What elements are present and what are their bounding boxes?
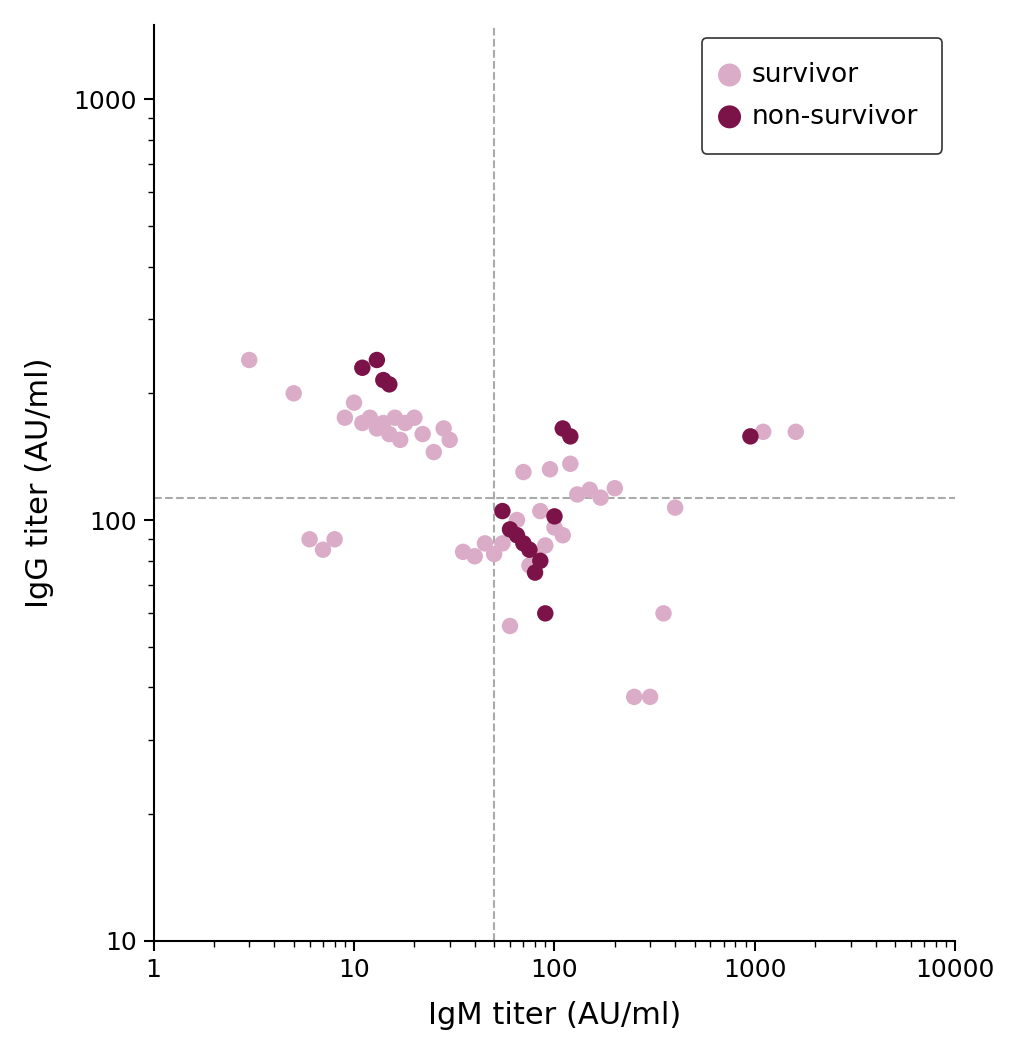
survivor [386, 409, 403, 426]
survivor [485, 545, 501, 562]
non-survivor [537, 605, 553, 621]
non-survivor [508, 526, 525, 543]
survivor [569, 486, 585, 503]
survivor [654, 605, 671, 621]
non-survivor [375, 371, 391, 388]
survivor [754, 423, 770, 440]
survivor [336, 409, 353, 426]
survivor [787, 423, 803, 440]
non-survivor [354, 360, 370, 377]
survivor [396, 415, 413, 431]
survivor [368, 420, 384, 437]
non-survivor [368, 351, 384, 368]
survivor [501, 617, 518, 634]
survivor [326, 531, 342, 548]
survivor [476, 535, 492, 552]
survivor [532, 502, 548, 519]
non-survivor [561, 428, 578, 445]
non-survivor [494, 502, 511, 519]
survivor [354, 415, 370, 431]
survivor [406, 409, 422, 426]
survivor [425, 444, 441, 461]
non-survivor [501, 521, 518, 538]
survivor [435, 420, 451, 437]
survivor [515, 463, 531, 480]
survivor [494, 535, 511, 552]
survivor [666, 499, 683, 516]
non-survivor [527, 564, 543, 581]
survivor [391, 431, 408, 448]
survivor [381, 425, 397, 442]
survivor [641, 689, 657, 706]
survivor [581, 481, 597, 498]
survivor [362, 409, 378, 426]
non-survivor [546, 507, 562, 524]
survivor [592, 490, 608, 506]
Y-axis label: IgG titer (AU/ml): IgG titer (AU/ml) [25, 358, 54, 608]
survivor [537, 537, 553, 554]
non-survivor [742, 428, 758, 445]
survivor [285, 385, 302, 402]
survivor [508, 512, 525, 529]
survivor [240, 351, 257, 368]
Legend: survivor, non-survivor: survivor, non-survivor [701, 38, 942, 154]
survivor [441, 431, 458, 448]
survivor [302, 531, 318, 548]
survivor [345, 395, 362, 411]
survivor [375, 415, 391, 431]
non-survivor [554, 420, 571, 437]
survivor [554, 526, 571, 543]
survivor [541, 461, 557, 478]
non-survivor [521, 541, 537, 558]
survivor [527, 548, 543, 564]
survivor [521, 557, 537, 574]
non-survivor [381, 376, 397, 392]
survivor [626, 689, 642, 706]
survivor [454, 543, 471, 560]
survivor [315, 541, 331, 558]
survivor [546, 519, 562, 536]
survivor [466, 548, 482, 564]
survivor [414, 425, 430, 442]
non-survivor [515, 535, 531, 552]
survivor [606, 480, 623, 497]
non-survivor [532, 553, 548, 570]
survivor [561, 456, 578, 473]
X-axis label: IgM titer (AU/ml): IgM titer (AU/ml) [427, 1001, 681, 1030]
